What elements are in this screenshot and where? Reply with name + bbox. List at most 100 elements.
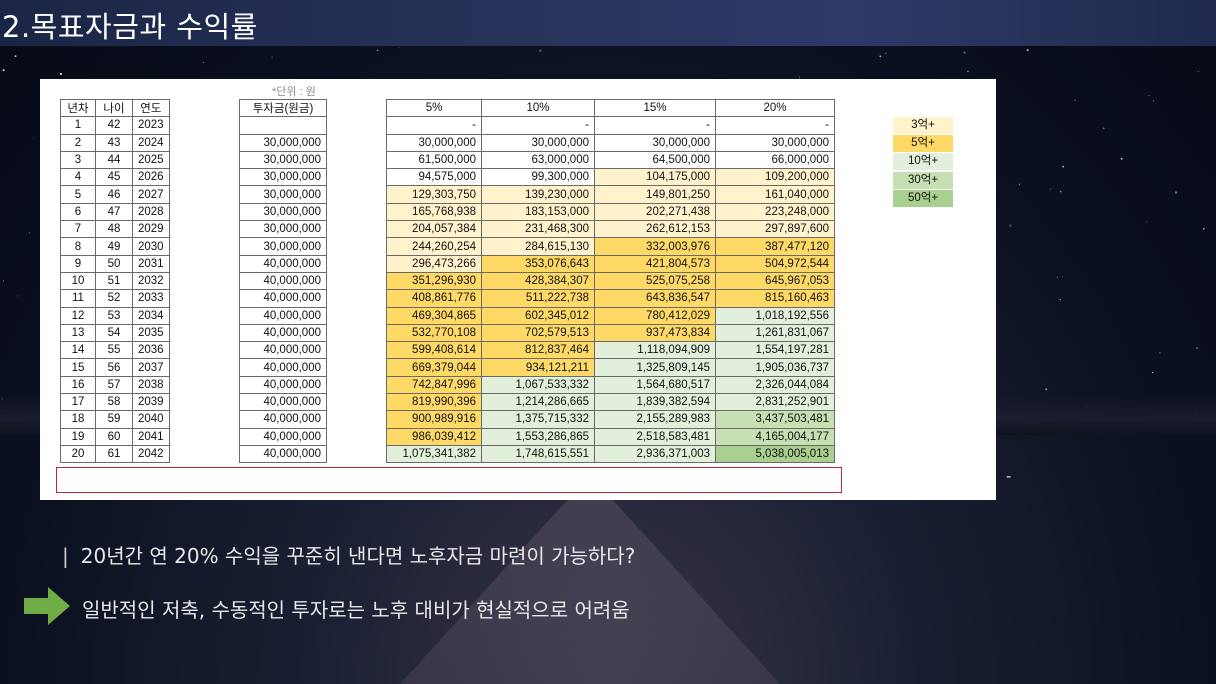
cell-rate-10: 1,553,286,865	[481, 427, 595, 446]
cell-age: 43	[95, 133, 133, 152]
cell-rate-5: 296,473,266	[386, 254, 482, 273]
cell-rate-20: 5,038,005,013	[715, 444, 835, 464]
arrow-right-icon	[24, 587, 70, 625]
cell-year-no: 10	[60, 271, 96, 291]
cell-rate-10: 702,579,513	[481, 323, 595, 343]
cell-principal: 30,000,000	[239, 150, 327, 170]
cell-year: 2024	[132, 133, 170, 152]
star	[28, 232, 30, 234]
table-row: 40,000,000	[239, 254, 327, 273]
star	[1196, 347, 1199, 350]
cell-principal: 40,000,000	[239, 341, 327, 360]
star	[879, 55, 882, 58]
cell-rate-20: 297,897,600	[715, 220, 835, 239]
star	[1018, 183, 1021, 186]
table-row: 40,000,000	[239, 306, 327, 325]
principal-table: 투자금(원금) 30,000,000 30,000,000 30,000,000 30…	[239, 98, 327, 464]
stray-mark: -	[1006, 468, 1012, 485]
table-row: 40,000,000	[239, 271, 327, 291]
cell-year-no: 14	[60, 341, 96, 360]
star	[1202, 228, 1205, 230]
cell-rate-20: 645,967,053	[715, 271, 835, 291]
cell-age: 51	[95, 271, 133, 291]
table-row: 40,000,000	[239, 393, 327, 412]
cell-year: 2033	[132, 289, 170, 308]
cell-age: 54	[95, 323, 133, 343]
table-row: 10 51 2032	[60, 271, 170, 291]
table-row: 30,000,000	[239, 150, 327, 170]
table-row: 11 52 2033	[60, 289, 170, 308]
star	[398, 46, 400, 48]
star	[271, 56, 273, 58]
cell-rate-20: 66,000,000	[715, 150, 835, 170]
cell-rate-10: 1,067,533,332	[481, 375, 595, 395]
cell-rate-20: 387,477,120	[715, 237, 835, 256]
cell-rate-20: 504,972,544	[715, 254, 835, 273]
cell-rate-15: -	[594, 116, 716, 135]
table-row: 30,000,000 30,000,000 30,000,000 30,000,000	[386, 133, 835, 152]
cell-age: 52	[95, 289, 133, 308]
cell-year-no: 16	[60, 375, 96, 395]
cell-rate-10: 1,748,615,551	[481, 444, 595, 464]
table-row: 599,408,614 812,837,464 1,118,094,909 1,554…	[386, 341, 835, 360]
table-row: 351,296,930 428,384,307 525,075,258 645,967…	[386, 271, 835, 291]
star	[799, 76, 801, 78]
cell-year-no: 1	[60, 116, 96, 135]
star	[1009, 224, 1012, 227]
table-row: 296,473,266 353,076,643 421,804,573 504,972…	[386, 254, 835, 273]
cell-rate-15: 643,836,547	[594, 289, 716, 308]
cell-rate-5: 94,575,000	[386, 168, 482, 187]
cell-rate-20: 815,160,463	[715, 289, 835, 308]
cell-rate-5: 1,075,341,382	[386, 444, 482, 464]
star	[1026, 49, 1029, 52]
star	[1074, 99, 1076, 101]
cell-rate-5: 900,989,916	[386, 410, 482, 429]
cell-rate-20: 223,248,000	[715, 202, 835, 222]
cell-principal: 30,000,000	[239, 168, 327, 187]
cell-year-no: 5	[60, 185, 96, 204]
cell-year-no: 12	[60, 306, 96, 325]
cell-principal: 40,000,000	[239, 254, 327, 273]
cell-rate-10: -	[481, 116, 595, 135]
cell-year-no: 9	[60, 254, 96, 273]
cell-year: 2027	[132, 185, 170, 204]
table-row: 40,000,000	[239, 358, 327, 377]
legend-item: 5억+	[893, 135, 953, 153]
year-age-table: 년차 나이 연도 1 42 2023 2 43 2024 3 44 2025 4 45 2026 5 46…	[60, 98, 170, 464]
bullet-question-text: 20년간 연 20% 수익을 꾸준히 낸다면 노후자금 마련이 가능하다?	[80, 544, 636, 568]
star	[1159, 352, 1161, 354]
cell-rate-10: 602,345,012	[481, 306, 595, 325]
cell-year: 2041	[132, 427, 170, 446]
cell-rate-10: 1,214,286,665	[481, 393, 595, 412]
cell-rate-15: 104,175,000	[594, 168, 716, 187]
cell-year: 2023	[132, 116, 170, 135]
star	[1059, 298, 1062, 301]
cell-year: 2034	[132, 306, 170, 325]
cell-age: 57	[95, 375, 133, 395]
cell-rate-5: 244,260,254	[386, 237, 482, 256]
cell-rate-15: 1,564,680,517	[594, 375, 716, 395]
cell-age: 48	[95, 220, 133, 239]
cell-year-no: 11	[60, 289, 96, 308]
highlight-box-row-20	[56, 467, 842, 493]
cell-principal: 40,000,000	[239, 271, 327, 291]
cell-age: 47	[95, 202, 133, 222]
table-row: 40,000,000	[239, 410, 327, 429]
cell-age: 59	[95, 410, 133, 429]
cell-rate-15: 332,003,976	[594, 237, 716, 256]
table-row: 3 44 2025	[60, 150, 170, 170]
cell-year: 2029	[132, 220, 170, 239]
header-rate-15: 15%	[594, 98, 716, 118]
arrow-conclusion-text: 일반적인 저축, 수동적인 투자로는 노후 대비가 현실적으로 어려움	[82, 598, 630, 622]
cell-principal: 40,000,000	[239, 289, 327, 308]
cell-rate-5: 532,770,108	[386, 323, 482, 343]
table-row: 30,000,000	[239, 237, 327, 256]
header-rate-20: 20%	[715, 98, 835, 118]
cell-rate-15: 780,412,029	[594, 306, 716, 325]
legend-item: 50억+	[893, 189, 953, 207]
table-row: 12 53 2034	[60, 306, 170, 325]
star	[1162, 111, 1164, 113]
cell-rate-10: 511,222,738	[481, 289, 595, 308]
cell-rate-15: 2,936,371,003	[594, 444, 716, 464]
table-row: 61,500,000 63,000,000 64,500,000 66,000,000	[386, 150, 835, 170]
